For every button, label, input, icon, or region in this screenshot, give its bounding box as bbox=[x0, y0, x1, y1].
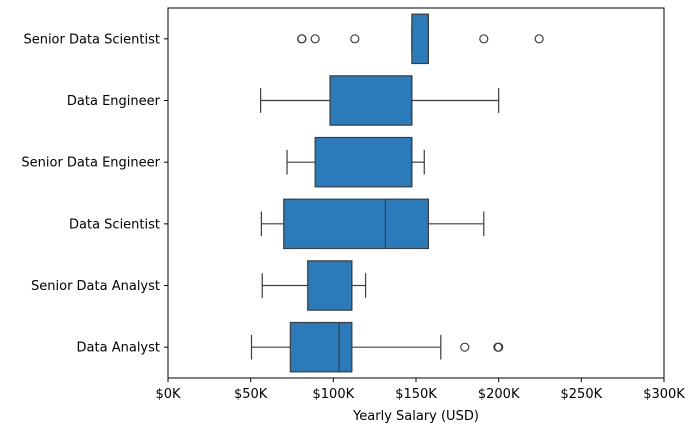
y-tick-label: Senior Data Engineer bbox=[21, 156, 160, 171]
y-tick-label: Data Engineer bbox=[67, 94, 161, 109]
x-tick-label: $0K bbox=[155, 387, 181, 402]
box-group bbox=[297, 13, 544, 65]
outlier-point bbox=[297, 34, 307, 44]
box-group bbox=[261, 260, 367, 311]
iqr-box bbox=[307, 260, 353, 311]
iqr-box bbox=[289, 321, 353, 373]
x-tick-label: $300K bbox=[643, 387, 685, 402]
x-axis-label: Yearly Salary (USD) bbox=[352, 409, 479, 424]
box-group bbox=[259, 75, 500, 126]
box-group bbox=[250, 321, 504, 373]
box-group bbox=[286, 136, 425, 188]
x-tick-label: $200K bbox=[478, 387, 520, 402]
x-tick-label: $250K bbox=[561, 387, 603, 402]
box-group bbox=[260, 198, 485, 250]
boxes-layer bbox=[250, 13, 544, 373]
iqr-box bbox=[283, 198, 430, 250]
iqr-box bbox=[314, 136, 413, 188]
outlier-point bbox=[534, 34, 544, 44]
x-tick-label: $50K bbox=[234, 387, 268, 402]
y-axis: Senior Data Scientist Data Engineer Senior… bbox=[21, 32, 168, 356]
outlier-point bbox=[494, 342, 504, 352]
y-tick-label: Data Scientist bbox=[69, 217, 160, 232]
y-tick-label: Senior Data Scientist bbox=[23, 32, 160, 47]
x-axis: $0K $50K $100K $150K $200K $250K $300K bbox=[155, 378, 685, 402]
outlier-point bbox=[350, 34, 360, 44]
outlier-point bbox=[460, 342, 470, 352]
outlier-point bbox=[310, 34, 320, 44]
outlier-point bbox=[479, 34, 489, 44]
x-tick-label: $100K bbox=[313, 387, 355, 402]
x-tick-label: $150K bbox=[395, 387, 437, 402]
y-tick-label: Data Analyst bbox=[77, 341, 160, 356]
y-tick-label: Senior Data Analyst bbox=[31, 279, 160, 294]
iqr-box bbox=[329, 75, 413, 126]
iqr-box bbox=[411, 13, 430, 65]
